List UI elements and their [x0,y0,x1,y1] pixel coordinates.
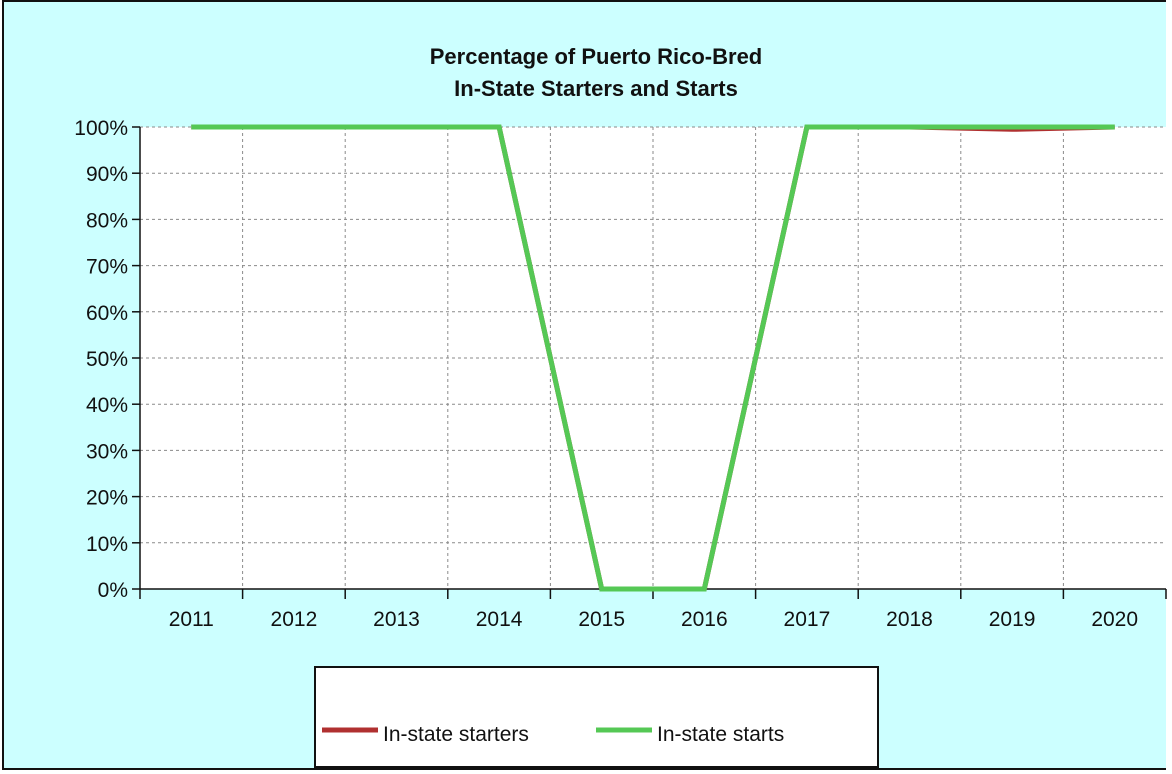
legend-label-in-state-starts: In-state starts [657,723,784,746]
x-tick-label: 2018 [886,608,933,631]
x-tick-label: 2011 [169,608,214,631]
x-tick-label: 2019 [989,608,1036,631]
x-tick-label: 2014 [476,608,523,631]
y-axis-ticks: 0% 10% 20% 30% 40% 50% 60% 70% 80% 90% 100% [74,117,140,602]
y-tick-label: 30% [86,440,128,463]
x-tick-label: 2017 [784,608,831,631]
x-tick-label: 2012 [271,608,318,631]
y-tick-label: 0% [98,579,128,602]
x-tick-label: 2015 [578,608,625,631]
legend-label-in-state-starters: In-state starters [383,723,529,746]
chart-title-line-2: In-State Starters and Starts [454,76,738,101]
y-tick-label: 50% [86,348,128,371]
y-tick-label: 40% [86,394,128,417]
x-tick-label: 2016 [681,608,728,631]
legend: In-state starters In-state starts [314,666,879,768]
y-tick-label: 20% [86,487,128,510]
y-tick-label: 70% [86,256,128,279]
x-axis-ticks: 2011 2012 2013 2014 2015 2016 2017 2018 2019 2020 [139,589,1167,631]
x-tick-label: 2020 [1091,608,1138,631]
series-lines [191,124,1115,592]
grid-lines [140,126,1166,589]
chart-title-line-1: Percentage of Puerto Rico-Bred [430,44,763,69]
legend-box [314,666,879,768]
y-tick-label: 90% [86,163,128,186]
y-tick-label: 80% [86,209,128,232]
x-tick-label: 2013 [373,608,420,631]
series-line-in-state-starts [191,124,1115,592]
y-tick-label: 10% [86,533,128,556]
y-tick-label: 100% [74,117,128,140]
y-tick-label: 60% [86,302,128,325]
